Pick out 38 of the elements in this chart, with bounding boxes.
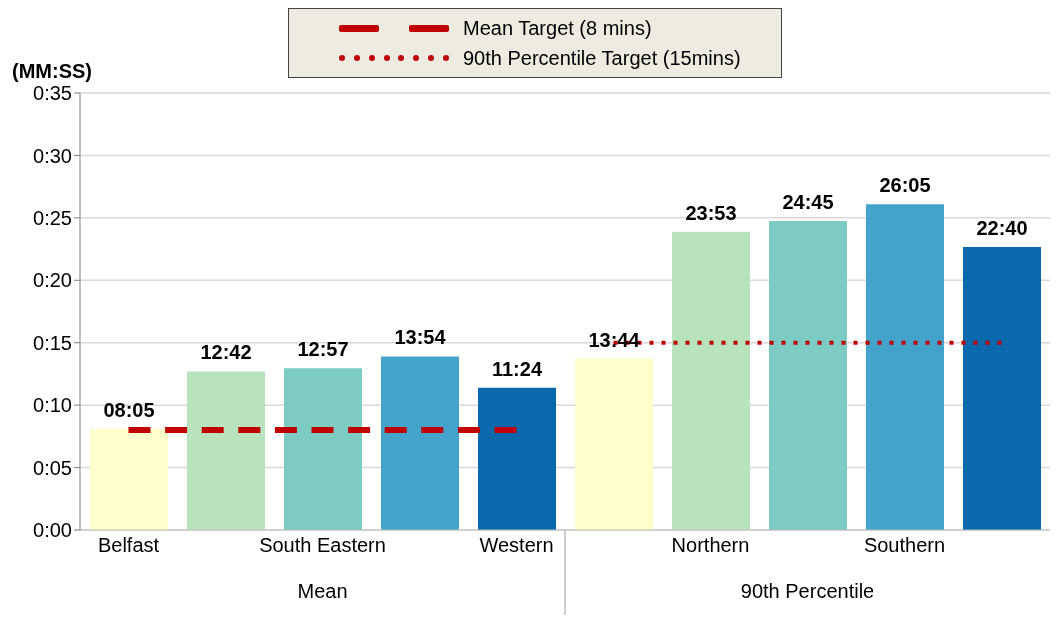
y-tick-label: 0:10	[33, 394, 72, 417]
data-label: 24:45	[782, 190, 834, 213]
data-label: 13:54	[394, 326, 447, 349]
text: Mean	[296, 580, 349, 603]
data-label: 12:42	[200, 341, 252, 364]
bar	[963, 246, 1041, 530]
bar	[187, 371, 265, 530]
x-tick-label: Southern	[863, 534, 946, 557]
y-tick-label: 0:30	[33, 144, 72, 167]
data-label: 23:53	[685, 201, 737, 224]
bar	[90, 429, 168, 530]
data-label: 11:24	[491, 357, 543, 380]
y-tick-label: 0:15	[33, 331, 72, 354]
data-label: 13:44	[588, 328, 641, 351]
x-tick-label: Belfast	[97, 534, 160, 557]
bar	[672, 231, 750, 530]
y-tick-label: 0:00	[33, 519, 72, 542]
y-tick-label: 0:35	[33, 82, 72, 105]
bar	[284, 368, 362, 530]
y-tick-label: 0:05	[33, 456, 72, 479]
text: 90th Percentile	[739, 580, 876, 603]
data-label: 22:40	[976, 216, 1028, 239]
legend-label: Mean Target (8 mins)	[463, 16, 652, 41]
x-tick-label: Western	[479, 534, 554, 557]
bar	[769, 220, 847, 530]
data-label: 26:05	[879, 174, 931, 197]
x-tick-label: Northern	[671, 534, 750, 557]
bar	[478, 387, 556, 530]
y-tick-label: 0:20	[33, 269, 72, 292]
bar	[866, 204, 944, 530]
y-tick-label: 0:25	[33, 206, 72, 229]
bar	[575, 358, 653, 530]
data-label: 08:05	[103, 399, 155, 422]
data-label: 12:57	[297, 338, 349, 361]
legend-label: 90th Percentile Target (15mins)	[463, 46, 741, 71]
x-tick-label: South Eastern	[259, 534, 386, 557]
bar	[381, 356, 459, 530]
y-axis-title: (MM:SS)	[12, 60, 92, 83]
